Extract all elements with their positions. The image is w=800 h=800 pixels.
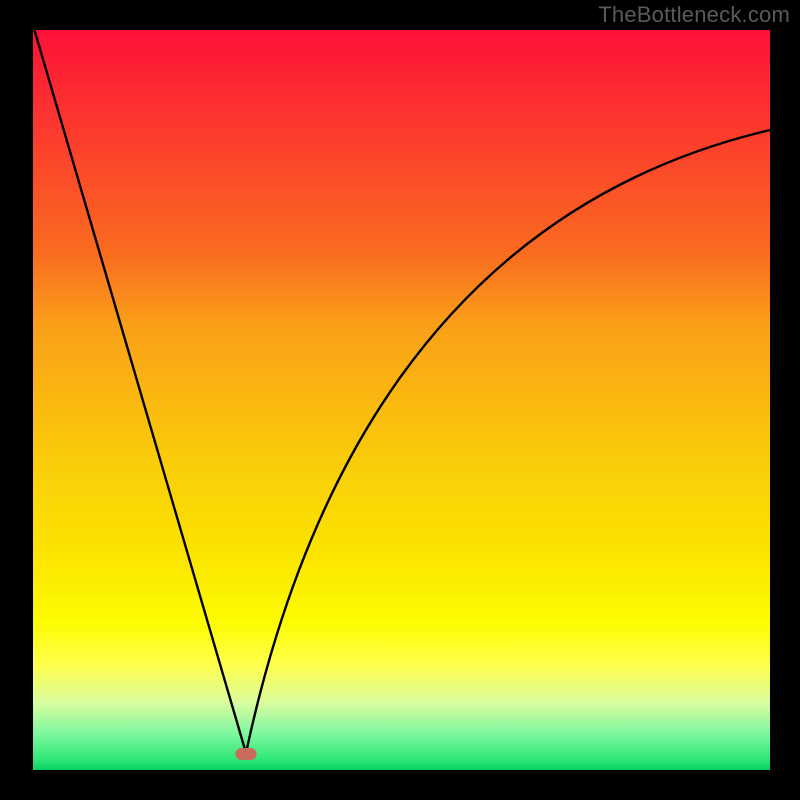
heatmap-gradient-background: [33, 30, 770, 770]
watermark-text: TheBottleneck.com: [598, 2, 790, 28]
chart-container: { "watermark": { "text": "TheBottleneck.…: [0, 0, 800, 800]
